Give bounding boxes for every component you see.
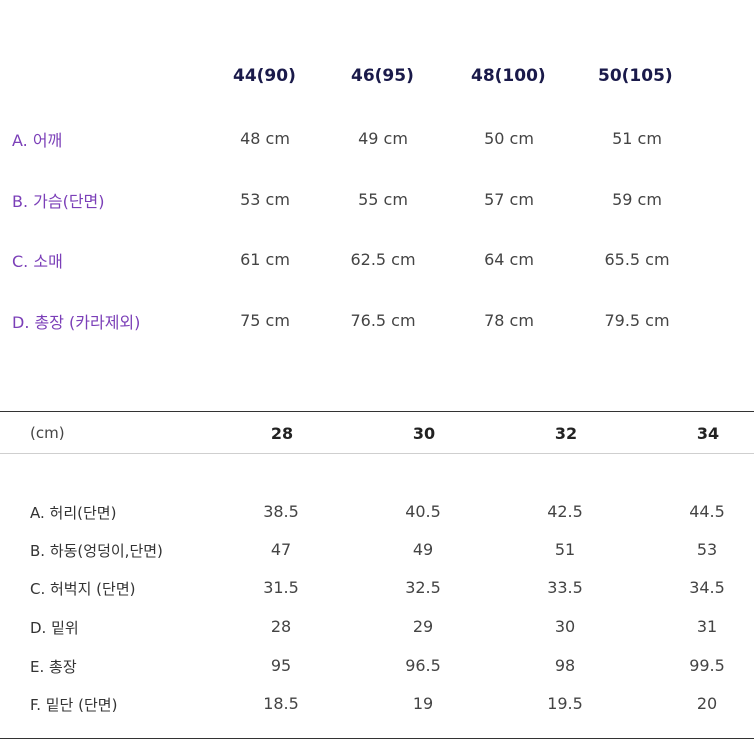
pants-cell: 19.5: [547, 694, 583, 713]
jacket-size-header: 46(95): [351, 66, 414, 86]
jacket-row-label: D. 총장 (카라제외): [12, 313, 141, 332]
jacket-row-label: A. 어깨: [12, 131, 63, 150]
jacket-cell: 50 cm: [484, 129, 534, 148]
pants-cell: 98: [554, 656, 576, 675]
jacket-cell: 53 cm: [240, 190, 290, 209]
table-bottom-rule: [0, 738, 754, 739]
pants-cell: 99.5: [689, 656, 725, 675]
pants-row-label: D. 밑위: [30, 619, 79, 637]
pants-cell: 47: [270, 540, 292, 559]
pants-cell: 18.5: [263, 694, 299, 713]
pants-cell: 19: [412, 694, 434, 713]
jacket-cell: 62.5 cm: [350, 250, 416, 269]
pants-size-header: 28: [270, 424, 294, 443]
pants-cell: 40.5: [405, 502, 441, 521]
pants-unit-label: (cm): [30, 424, 65, 442]
pants-cell: 49: [412, 540, 434, 559]
jacket-cell: 48 cm: [240, 129, 290, 148]
jacket-cell: 55 cm: [358, 190, 408, 209]
pants-cell: 38.5: [263, 502, 299, 521]
pants-cell: 29: [412, 617, 434, 636]
pants-cell: 30: [554, 617, 576, 636]
jacket-cell: 57 cm: [484, 190, 534, 209]
pants-size-header: 34: [696, 424, 720, 443]
pants-cell: 32.5: [405, 578, 441, 597]
jacket-cell: 59 cm: [612, 190, 662, 209]
pants-row-label: F. 밑단 (단면): [30, 696, 118, 714]
jacket-size-header: 48(100): [471, 66, 546, 86]
jacket-cell: 49 cm: [358, 129, 408, 148]
jacket-cell: 65.5 cm: [604, 250, 670, 269]
jacket-cell: 78 cm: [484, 311, 534, 330]
pants-cell: 42.5: [547, 502, 583, 521]
pants-cell: 31: [696, 617, 718, 636]
jacket-row-label: B. 가슴(단면): [12, 192, 105, 211]
pants-size-header: 30: [412, 424, 436, 443]
jacket-cell: 75 cm: [240, 311, 290, 330]
pants-size-header: 32: [554, 424, 578, 443]
jacket-size-header: 50(105): [598, 66, 673, 86]
jacket-row-label: C. 소매: [12, 252, 63, 271]
pants-row-label: B. 하동(엉덩이,단면): [30, 542, 163, 560]
pants-cell: 95: [270, 656, 292, 675]
pants-cell: 44.5: [689, 502, 725, 521]
jacket-cell: 61 cm: [240, 250, 290, 269]
pants-row-label: C. 허벅지 (단면): [30, 580, 136, 598]
pants-cell: 31.5: [263, 578, 299, 597]
pants-cell: 28: [270, 617, 292, 636]
table-top-rule: [0, 411, 754, 412]
header-divider: [0, 453, 754, 454]
pants-cell: 51: [554, 540, 576, 559]
pants-row-label: A. 허리(단면): [30, 504, 117, 522]
jacket-cell: 76.5 cm: [350, 311, 416, 330]
pants-cell: 96.5: [405, 656, 441, 675]
pants-cell: 34.5: [689, 578, 725, 597]
pants-cell: 53: [696, 540, 718, 559]
pants-cell: 20: [696, 694, 718, 713]
pants-cell: 33.5: [547, 578, 583, 597]
jacket-cell: 51 cm: [612, 129, 662, 148]
pants-row-label: E. 총장: [30, 658, 77, 676]
jacket-size-header: 44(90): [233, 66, 296, 86]
jacket-cell: 79.5 cm: [604, 311, 670, 330]
jacket-cell: 64 cm: [484, 250, 534, 269]
